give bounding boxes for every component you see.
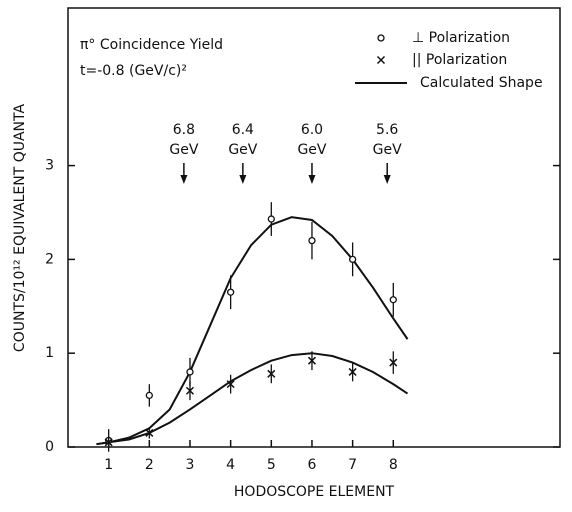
- annotation-value: 6.0: [301, 122, 323, 138]
- x-tick-label: 4: [226, 457, 235, 473]
- annotation-unit: GeV: [297, 142, 326, 158]
- legend-label: || Polarization: [412, 52, 507, 68]
- x-tick-label: 3: [186, 457, 195, 473]
- annotation-arrowhead: [239, 175, 247, 184]
- legend-label: ⊥ Polarization: [412, 30, 510, 46]
- annotation-value: 5.6: [376, 122, 398, 138]
- point: [186, 368, 194, 376]
- fit-curve: [96, 216, 409, 446]
- annotation-value: 6.4: [232, 122, 254, 138]
- y-axis-label: COUNTS/10¹² EQUIVALENT QUANTA: [12, 104, 28, 353]
- legend-label: Calculated Shape: [420, 75, 543, 91]
- fit-curve: [96, 352, 409, 446]
- x-tick-label: 7: [348, 457, 357, 473]
- y-tick-label: 3: [45, 158, 54, 174]
- point: [348, 255, 357, 264]
- annotation-unit: GeV: [169, 142, 198, 158]
- point: [348, 367, 357, 376]
- point: [307, 356, 316, 365]
- point: [104, 438, 113, 447]
- point: [145, 391, 153, 400]
- annotation-arrowhead: [308, 175, 316, 184]
- y-tick-label: 0: [45, 439, 54, 455]
- y-tick-label: 1: [45, 345, 54, 361]
- point: [267, 369, 276, 378]
- chart-title: π° Coincidence Yield: [80, 37, 223, 53]
- point: [267, 215, 275, 223]
- x-tick-label: 1: [104, 457, 113, 473]
- x-axis-label: HODOSCOPE ELEMENT: [234, 484, 395, 500]
- point: [185, 386, 195, 395]
- legend-marker: [377, 34, 385, 42]
- point: [145, 428, 154, 437]
- annotation-unit: GeV: [373, 142, 402, 158]
- point: [389, 358, 398, 367]
- point: [226, 288, 235, 296]
- y-tick-label: 2: [45, 251, 54, 267]
- plot-frame: [67, 7, 561, 448]
- annotation-arrowhead: [383, 175, 391, 184]
- x-tick-label: 2: [145, 457, 154, 473]
- point: [226, 380, 235, 389]
- annotation-arrowhead: [180, 175, 188, 184]
- point: [308, 236, 316, 245]
- point: [389, 296, 397, 304]
- legend-marker: [376, 55, 386, 65]
- annotation-unit: GeV: [228, 142, 257, 158]
- x-tick-label: 6: [308, 457, 317, 473]
- chart-subtitle: t=-0.8 (GeV/c)²: [80, 63, 187, 79]
- x-tick-label: 5: [267, 457, 276, 473]
- x-tick-label: 8: [389, 457, 398, 473]
- annotation-value: 6.8: [173, 122, 195, 138]
